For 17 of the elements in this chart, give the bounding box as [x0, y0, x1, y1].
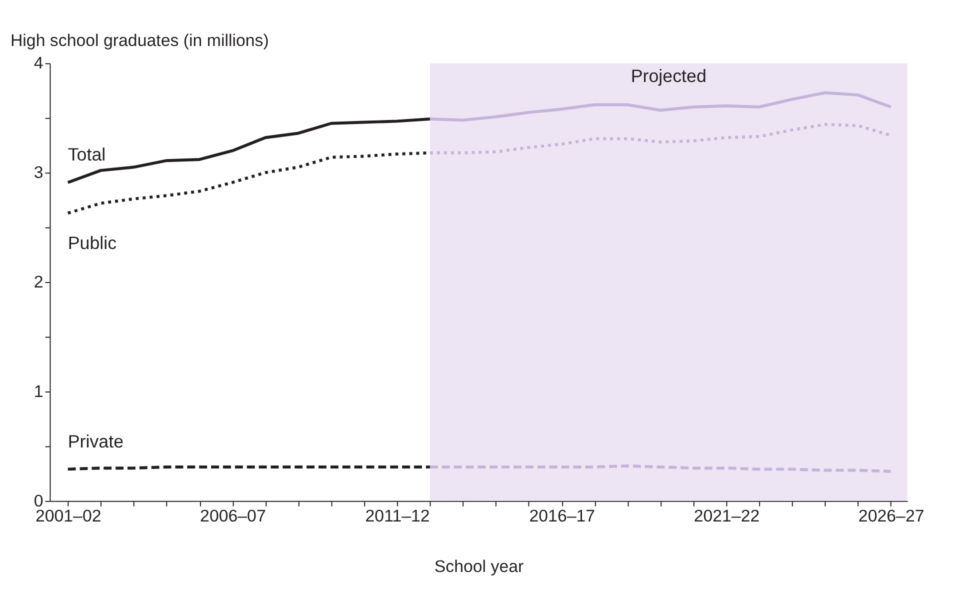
y-tick-label: 4 — [34, 54, 44, 73]
line-series — [66, 118, 432, 184]
series-label: Public — [68, 232, 117, 253]
x-tick-label: 2016–17 — [529, 506, 596, 526]
x-axis-title: School year — [434, 557, 524, 576]
series-label: Private — [68, 431, 124, 452]
y-tick-label: 1 — [34, 382, 44, 401]
x-tick-label: 2011–12 — [365, 506, 430, 526]
y-tick-label: 2 — [34, 272, 44, 292]
x-tick-label: 2006–07 — [200, 506, 266, 526]
annotation: Projected — [630, 66, 706, 86]
x-tick-label: 2026–27 — [858, 506, 924, 526]
x-tick-label: 2021–22 — [694, 506, 760, 526]
y-tick-label: 3 — [34, 163, 44, 182]
series-label: Total — [68, 144, 106, 165]
line-series — [428, 91, 892, 122]
y-axis-title: High school graduates (in millions) — [10, 30, 269, 50]
